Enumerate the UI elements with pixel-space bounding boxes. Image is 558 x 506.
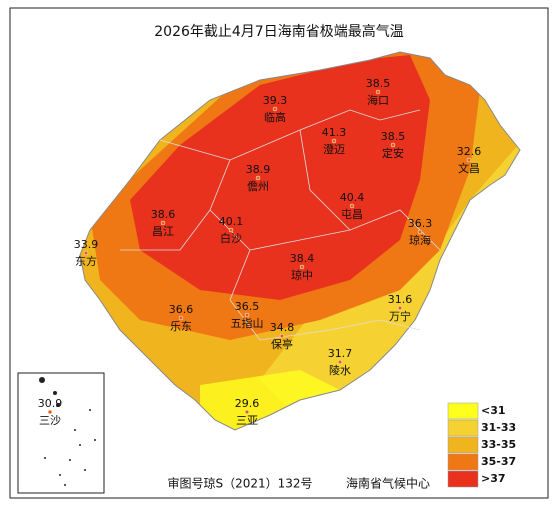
station-dot: [375, 89, 381, 95]
stations: 38.5 海口 39.3 临高 41.3 澄迈 38.5 定安 32.6 文昌 38.9 儋州 40.4…: [38, 77, 482, 427]
legend-swatch: [447, 436, 479, 454]
station-value: 40.4: [340, 191, 365, 204]
station-name: 乐东: [170, 320, 192, 333]
station-name: 三沙: [39, 414, 61, 427]
legend-label: 33-35: [481, 438, 516, 451]
legend-swatch: [447, 470, 479, 488]
station-dot: [272, 106, 278, 112]
station-value: 38.6: [151, 208, 176, 221]
inset-islands: [39, 377, 96, 486]
station-value: 29.6: [235, 397, 260, 410]
station-value: 40.1: [219, 215, 244, 228]
station-name: 临高: [264, 110, 286, 124]
station-name: 儋州: [247, 180, 269, 193]
station-dot: [244, 312, 250, 318]
legend-label: 31-33: [481, 421, 516, 434]
legend-swatch: [447, 402, 479, 420]
station-name: 保亭: [271, 337, 293, 351]
station-value: 30.9: [38, 397, 63, 410]
station-value: 33.9: [74, 238, 99, 251]
station-value: 36.6: [169, 303, 194, 316]
station-name: 文昌: [458, 161, 480, 175]
station-dot: [83, 250, 89, 256]
station-value: 36.3: [408, 217, 433, 230]
station-dot: [255, 175, 261, 181]
station-name: 昌江: [152, 225, 174, 238]
station-value: 34.8: [270, 321, 295, 334]
station-value: 36.5: [235, 300, 260, 313]
station-dot: [178, 315, 184, 321]
station-dot: [466, 157, 472, 163]
title: 2026年截止4月7日海南省极端最高气温: [154, 23, 403, 40]
station-dot: [160, 220, 166, 226]
station-dot: [299, 264, 305, 270]
station-name: 万宁: [389, 309, 411, 323]
station-value: 38.5: [381, 130, 406, 143]
station-dot: [228, 227, 234, 233]
station-name: 五指山: [231, 316, 264, 330]
legend-label: <31: [481, 404, 506, 417]
station-value: 38.9: [246, 163, 271, 176]
legend-swatch: [447, 419, 479, 437]
station-value: 38.5: [366, 77, 391, 90]
approval-number: 审图号琼S（2021）132号: [167, 476, 312, 491]
station-dot: [244, 409, 250, 415]
station-name: 澄迈: [323, 142, 345, 156]
legend-swatch: [447, 453, 479, 471]
frame: [9, 7, 549, 499]
coastline: [79, 51, 521, 431]
inset-frame: [17, 372, 105, 494]
station-dot: [279, 333, 285, 339]
legend: <31 31-33 33-35 35-37 >37: [447, 402, 516, 488]
agency: 海南省气候中心: [346, 476, 430, 491]
station-dot: [397, 305, 403, 311]
station-value: 38.4: [290, 252, 315, 265]
station-name: 陵水: [329, 364, 351, 377]
station-name: 白沙: [220, 231, 242, 245]
station-dot: [337, 359, 343, 365]
station-name: 琼海: [409, 233, 431, 247]
station-value: 39.3: [263, 94, 288, 107]
station-dot: [47, 409, 53, 415]
station-name: 屯昌: [341, 208, 363, 221]
station-dot: [349, 203, 355, 209]
station-dot: [417, 229, 423, 235]
legend-label: >37: [481, 472, 506, 485]
station-name: 琼中: [291, 268, 313, 282]
borders: [120, 109, 441, 341]
station-name: 三亚: [236, 414, 258, 427]
legend-label: 35-37: [481, 455, 516, 468]
station-dot: [331, 138, 337, 144]
station-value: 41.3: [322, 126, 347, 139]
station-dot: [390, 142, 396, 148]
station-name: 海口: [367, 93, 389, 107]
station-value: 32.6: [457, 145, 482, 158]
station-name: 东方: [75, 254, 97, 268]
station-value: 31.7: [328, 347, 353, 360]
station-name: 定安: [382, 146, 404, 160]
station-value: 31.6: [388, 293, 413, 306]
